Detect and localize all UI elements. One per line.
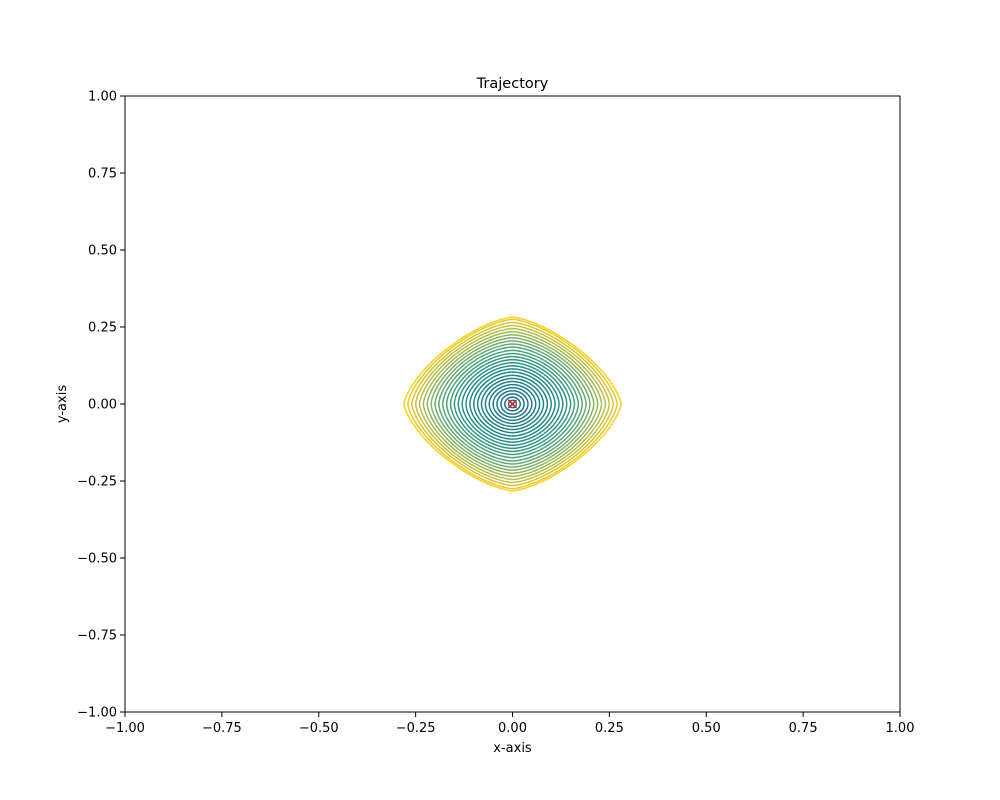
y-tick-label: −1.00: [77, 706, 117, 721]
contour-line: [492, 386, 533, 422]
contour-line: [403, 316, 622, 492]
y-tick-label: 0.00: [88, 398, 117, 413]
contour-line: [469, 368, 556, 440]
contour-line: [480, 377, 545, 431]
x-tick-label: 1.00: [886, 721, 915, 736]
contour-line: [484, 380, 541, 428]
center-marker-stroke-b: [507, 399, 518, 409]
contour-line: [410, 321, 614, 487]
contour-line: [488, 383, 537, 425]
contour-line: [407, 318, 618, 490]
x-axis: −1.00 −0.75 −0.50 −0.25 0.00 0.25 0.50 0.75 1.00: [105, 712, 914, 736]
x-tick-label: 0.50: [692, 721, 721, 736]
x-tick-label: 0.25: [595, 721, 624, 736]
x-tick-label: −0.75: [202, 721, 242, 736]
contour-line: [496, 390, 529, 418]
contour-line: [449, 352, 576, 456]
y-tick-label: 1.00: [88, 90, 117, 105]
y-tick-label: 0.50: [88, 244, 117, 259]
contour-line: [438, 343, 587, 465]
x-tick-label: −0.25: [396, 721, 436, 736]
y-tick-label: −0.50: [77, 552, 117, 567]
contour-line: [453, 355, 572, 453]
contour-line: [422, 330, 603, 478]
y-tick-label: 0.25: [88, 321, 117, 336]
y-axis: −1.00 −0.75 −0.50 −0.25 0.00 0.25 0.50 0.75 1.00: [77, 90, 125, 721]
contour-line: [465, 365, 560, 443]
x-tick-label: −1.00: [105, 721, 145, 736]
marker-group: [507, 399, 518, 409]
y-tick-label: 0.75: [88, 167, 117, 182]
contour-line: [426, 333, 599, 475]
contour-line: [461, 361, 564, 447]
contour-line: [418, 327, 607, 481]
contour-line: [430, 337, 595, 471]
y-axis-label: y-axis: [55, 385, 70, 423]
contour-line: [434, 340, 591, 468]
contour-line: [441, 346, 583, 462]
contour-line: [503, 396, 521, 412]
contour-line: [457, 358, 568, 450]
x-tick-label: −0.50: [299, 721, 339, 736]
x-tick-label: 0.75: [789, 721, 818, 736]
contour-line: [445, 349, 580, 459]
contour-line: [414, 324, 611, 484]
x-tick-label: 0.00: [498, 721, 527, 736]
contour-line: [472, 371, 552, 437]
contour-group: [403, 316, 622, 492]
chart-title: Trajectory: [476, 76, 549, 92]
y-tick-label: −0.75: [77, 629, 117, 644]
y-tick-label: −0.25: [77, 475, 117, 490]
contour-line: [500, 393, 525, 415]
x-axis-label: x-axis: [493, 741, 532, 756]
contour-line: [476, 374, 549, 434]
